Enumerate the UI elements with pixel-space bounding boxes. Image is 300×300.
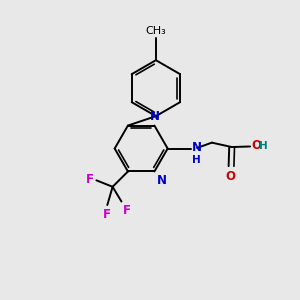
- Text: O: O: [251, 140, 261, 152]
- Text: N: N: [157, 174, 167, 187]
- Text: F: F: [103, 208, 111, 221]
- Text: F: F: [86, 173, 94, 186]
- Text: N: N: [150, 110, 160, 123]
- Text: CH₃: CH₃: [146, 26, 166, 36]
- Text: N: N: [192, 141, 202, 154]
- Text: O: O: [226, 170, 236, 183]
- Text: F: F: [123, 205, 131, 218]
- Text: H: H: [192, 155, 201, 165]
- Text: H: H: [259, 141, 268, 151]
